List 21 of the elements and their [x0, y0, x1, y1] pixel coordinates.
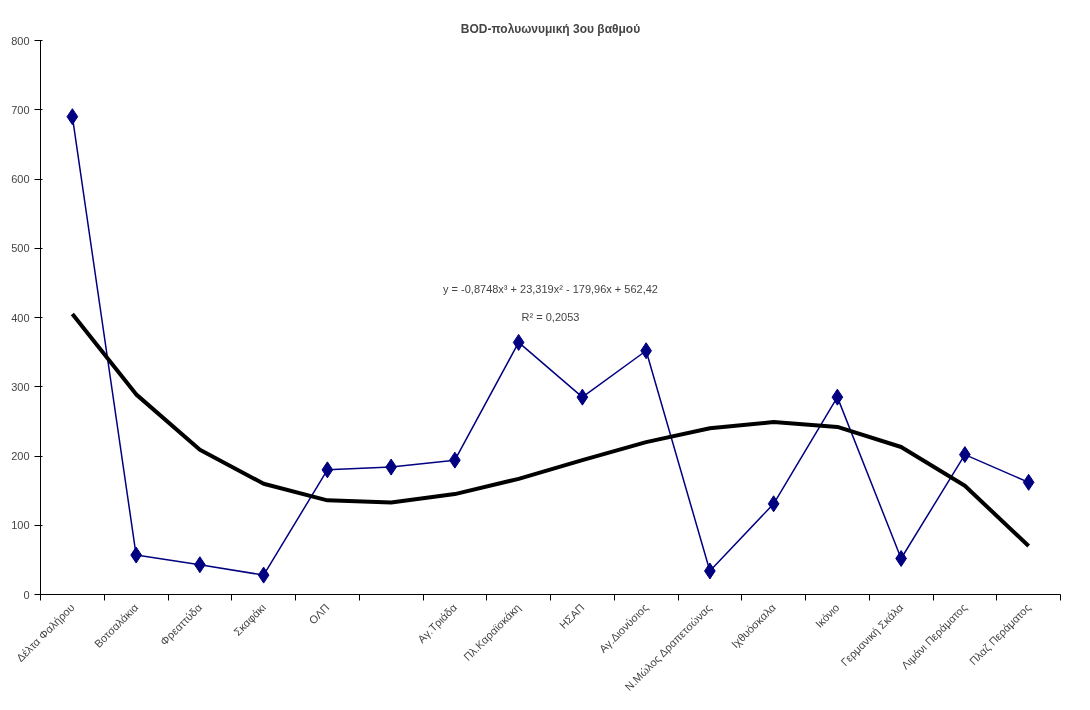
y-tick-label: 500 — [11, 242, 30, 255]
y-tick-label: 400 — [11, 311, 30, 324]
line-series — [70, 312, 1031, 549]
y-tick-label: 300 — [11, 380, 30, 393]
y-tick-label: 100 — [11, 519, 30, 532]
point — [257, 566, 270, 584]
y-tick-label: 200 — [11, 450, 30, 462]
point — [66, 108, 79, 126]
y-tick-label: 0 — [23, 588, 30, 601]
y-tick-label: 700 — [11, 103, 30, 116]
point — [767, 495, 780, 513]
point — [576, 388, 589, 406]
y-tick-label: 600 — [11, 173, 30, 185]
point — [831, 388, 844, 406]
point — [321, 461, 334, 479]
annotation: y = -0,8748x³ + 23,319x² - 179,96x + 562,42 — [443, 282, 658, 295]
annotation: R² = 0,2053 — [521, 310, 580, 323]
point — [512, 333, 525, 351]
y-tick-label: 800 — [11, 34, 30, 47]
chart-title: BOD-πολυωνυμική 3ου βαθμού — [460, 21, 641, 36]
point — [1022, 473, 1035, 491]
